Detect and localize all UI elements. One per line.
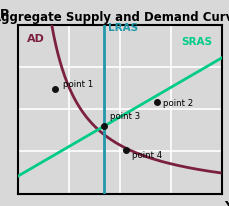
Text: point 4: point 4 xyxy=(132,151,163,160)
Text: point 2: point 2 xyxy=(163,99,193,108)
Text: Y: Y xyxy=(224,200,229,206)
Text: P: P xyxy=(0,8,9,21)
Title: Aggregate Supply and Demand Curves: Aggregate Supply and Demand Curves xyxy=(0,11,229,23)
Text: point 3: point 3 xyxy=(110,112,140,121)
Text: LRAS: LRAS xyxy=(108,23,138,34)
Text: AD: AD xyxy=(27,34,44,44)
Text: SRAS: SRAS xyxy=(181,37,212,47)
Text: point 1: point 1 xyxy=(63,80,93,89)
